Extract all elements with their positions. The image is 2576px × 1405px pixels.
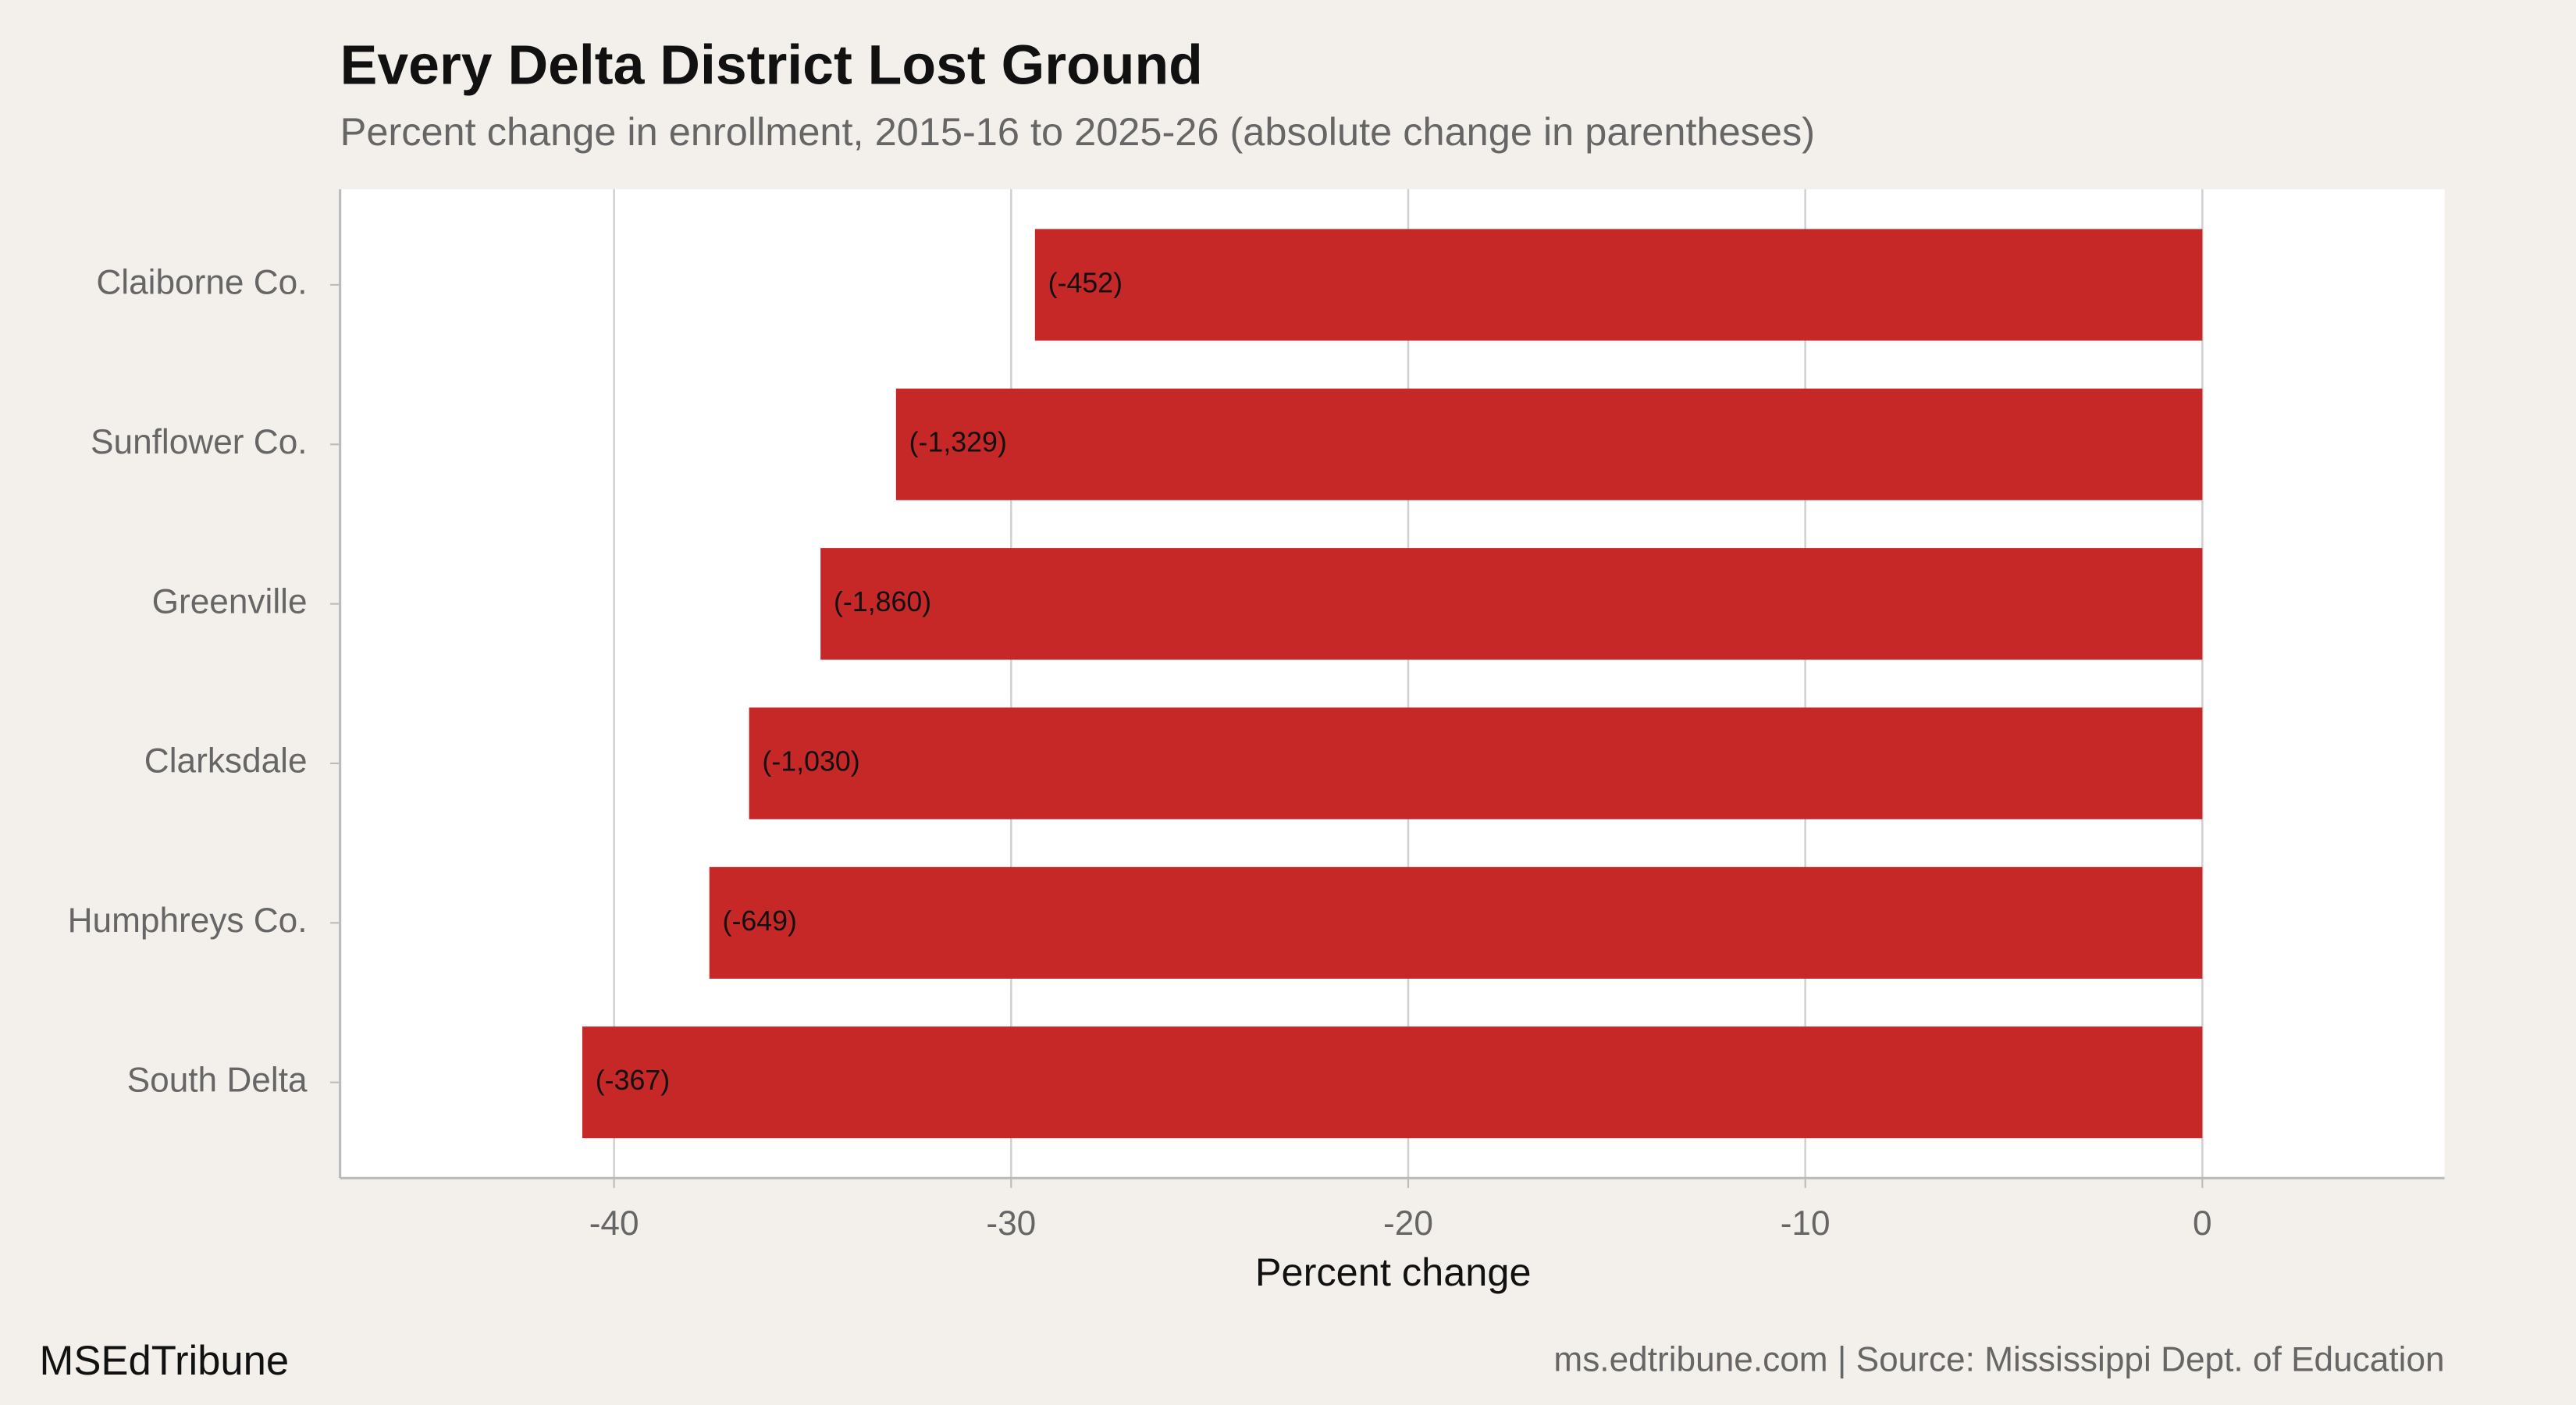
y-tick-label: Greenville	[152, 582, 308, 621]
x-tick-label: -20	[1383, 1204, 1433, 1243]
plot-panel	[340, 189, 2445, 1179]
bar-annotation: (-367)	[596, 1065, 670, 1096]
bar-annotation: (-1,860)	[834, 586, 931, 617]
x-tick-label: -10	[1781, 1204, 1831, 1243]
bar	[895, 388, 2203, 500]
y-tick-label: Clarksdale	[144, 742, 308, 781]
y-tick-label: South Delta	[127, 1061, 308, 1099]
footer-brand: MSEdTribune	[40, 1338, 290, 1384]
bar-annotation: (-1,329)	[909, 427, 1007, 458]
bar	[582, 1026, 2203, 1139]
y-tick-label: Humphreys Co.	[68, 902, 308, 940]
x-axis-title: Percent change	[1255, 1250, 1532, 1294]
chart-subtitle: Percent change in enrollment, 2015-16 to…	[340, 109, 1815, 154]
bar	[709, 866, 2203, 979]
chart-title: Every Delta District Lost Ground	[340, 34, 1203, 97]
bar-annotation: (-649)	[723, 905, 797, 937]
x-tick-label: -30	[986, 1204, 1036, 1243]
x-tick-label: 0	[2193, 1204, 2212, 1243]
bar	[1034, 229, 2203, 341]
bar	[820, 548, 2203, 660]
bar	[749, 707, 2203, 820]
bar-annotation: (-1,030)	[762, 745, 859, 777]
x-tick-label: -40	[589, 1204, 639, 1243]
footer-source: ms.edtribune.com | Source: Mississippi D…	[1553, 1341, 2444, 1379]
bar-annotation: (-452)	[1048, 267, 1123, 298]
y-tick-label: Claiborne Co.	[96, 264, 307, 302]
y-tick-label: Sunflower Co.	[91, 423, 308, 461]
